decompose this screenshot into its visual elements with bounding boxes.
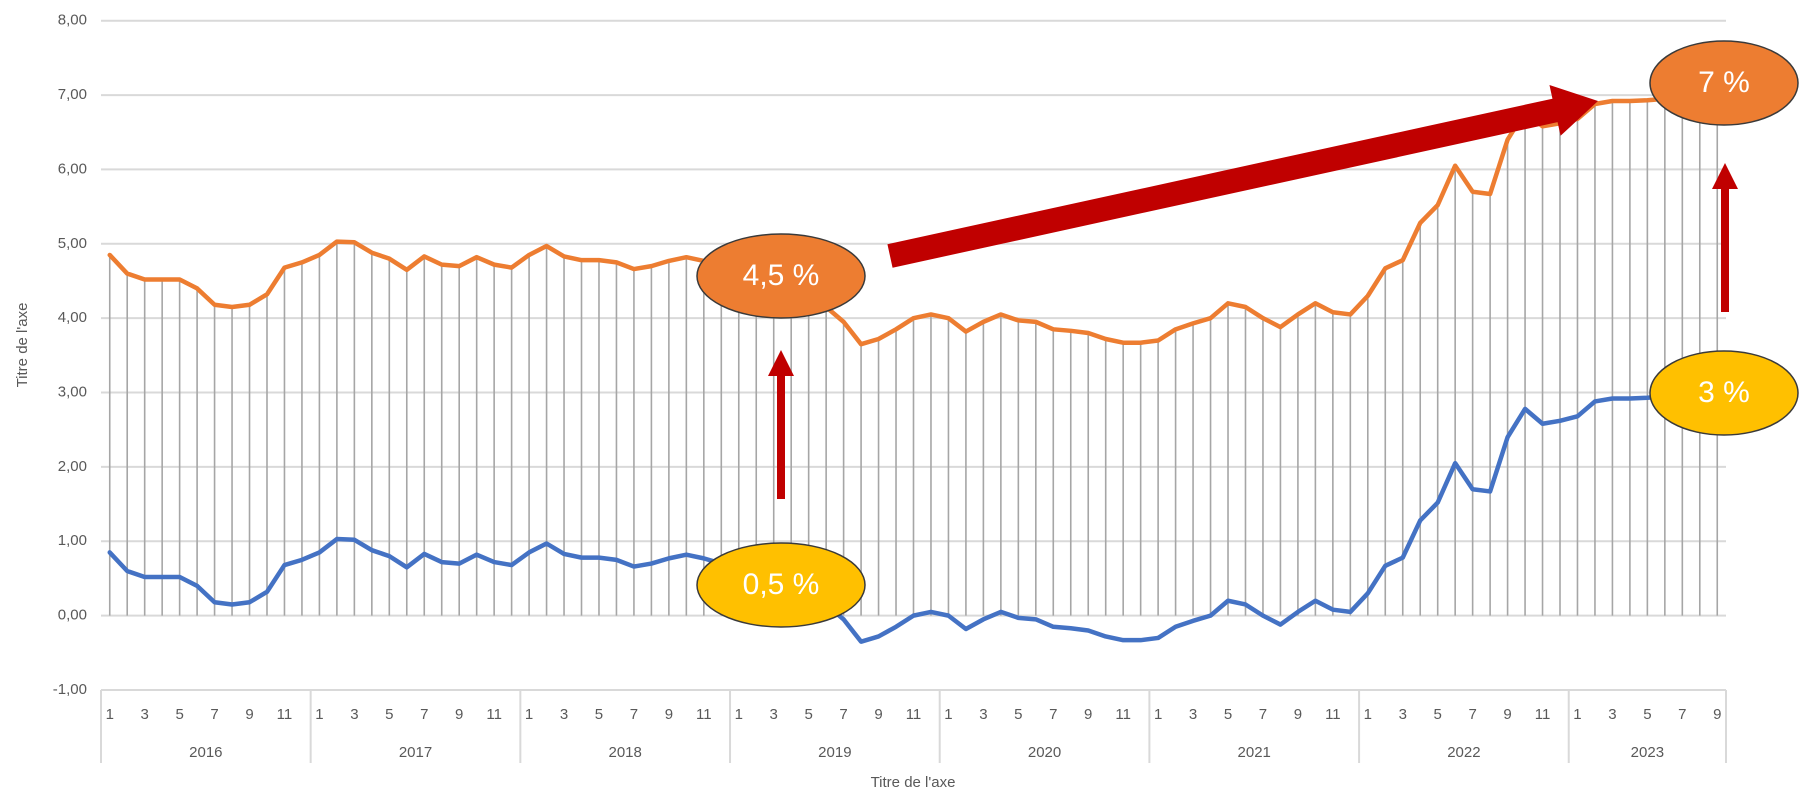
x-tick-label: 1 (315, 706, 323, 723)
annotation-bubble (1649, 40, 1799, 126)
annotation-bubble (696, 233, 866, 319)
x-tick-label: 7 (1049, 706, 1057, 723)
x-tick-label: 11 (1535, 706, 1551, 723)
x-tick-label: 3 (1399, 706, 1407, 723)
series-line (107, 96, 1720, 347)
year-label: 2021 (1238, 744, 1271, 761)
x-tick-label: 9 (1503, 706, 1511, 723)
x-tick-label: 11 (696, 706, 712, 723)
annotation-text: 4,5 % (743, 259, 820, 292)
year-label: 2017 (399, 744, 432, 761)
year-label: 2020 (1028, 744, 1061, 761)
x-tick-label: 3 (560, 706, 568, 723)
x-tick-label: 3 (141, 706, 149, 723)
x-tick-label: 5 (385, 706, 393, 723)
x-tick-label: 9 (1294, 706, 1302, 723)
annotation-bubble (1649, 350, 1799, 436)
x-tick-label: 3 (979, 706, 987, 723)
y-tick-label: -1,00 (53, 681, 87, 698)
x-tick-label: 1 (525, 706, 533, 723)
x-tick-label: 1 (1154, 706, 1162, 723)
arrow (1712, 163, 1738, 312)
year-label: 2022 (1447, 744, 1480, 761)
x-tick-label: 1 (735, 706, 743, 723)
x-tick-label: 9 (455, 706, 463, 723)
x-tick-label: 9 (1084, 706, 1092, 723)
x-tick-label: 3 (350, 706, 358, 723)
x-tick-label: 7 (1259, 706, 1267, 723)
y-tick-label: 2,00 (58, 458, 87, 475)
annotation-bubble (696, 542, 866, 628)
arrow (768, 350, 794, 499)
annotation-text: 7 % (1698, 66, 1750, 99)
y-tick-label: 1,00 (58, 532, 87, 549)
x-tick-label: 11 (277, 706, 293, 723)
x-tick-label: 9 (245, 706, 253, 723)
x-tick-label: 1 (1364, 706, 1372, 723)
x-tick-label: 5 (804, 706, 812, 723)
year-label: 2019 (818, 744, 851, 761)
annotation-text: 0,5 % (743, 568, 820, 601)
x-tick-label: 5 (1224, 706, 1232, 723)
x-tick-label: 5 (175, 706, 183, 723)
y-tick-label: 0,00 (58, 607, 87, 624)
series-line (107, 394, 1720, 644)
x-axis: 1 3 5 7 9 11 1 3 5 7 9 11 1 3 5 7 9 11 1 3 5 7 9 11 1 3 5 7 9 11 1 3 5 7 9… (100, 690, 1727, 763)
y-tick-label: 7,00 (58, 86, 87, 103)
x-tick-label: 1 (944, 706, 952, 723)
x-tick-label: 3 (1189, 706, 1197, 723)
series-lines (107, 96, 1720, 644)
x-tick-label: 5 (1643, 706, 1651, 723)
x-tick-label: 5 (595, 706, 603, 723)
arrow (887, 85, 1598, 268)
year-label: 2016 (189, 744, 222, 761)
x-tick-label: 5 (1434, 706, 1442, 723)
x-tick-label: 1 (106, 706, 114, 723)
x-tick-label: 1 (1573, 706, 1581, 723)
y-tick-label: 3,00 (58, 384, 87, 401)
annotation-text: 3 % (1698, 376, 1750, 409)
x-tick-label: 5 (1014, 706, 1022, 723)
x-tick-label: 11 (486, 706, 502, 723)
x-tick-label: 7 (1678, 706, 1686, 723)
y-tick-label: 4,00 (58, 309, 87, 326)
x-tick-label: 7 (210, 706, 218, 723)
x-tick-label: 9 (665, 706, 673, 723)
y-tick-label: 6,00 (58, 160, 87, 177)
x-tick-label: 9 (1713, 706, 1721, 723)
y-tick-label: 8,00 (58, 12, 87, 29)
x-tick-label: 7 (630, 706, 638, 723)
x-tick-label: 9 (874, 706, 882, 723)
year-label: 2023 (1631, 744, 1664, 761)
year-label: 2018 (609, 744, 642, 761)
x-tick-label: 3 (1608, 706, 1616, 723)
x-tick-label: 11 (1115, 706, 1131, 723)
y-axis-title: Titre de l'axe (14, 303, 31, 388)
x-axis-title: Titre de l'axe (871, 774, 956, 791)
x-tick-label: 11 (906, 706, 922, 723)
y-tick-label: 5,00 (58, 235, 87, 252)
x-tick-label: 11 (1325, 706, 1341, 723)
x-tick-label: 7 (839, 706, 847, 723)
x-tick-label: 3 (770, 706, 778, 723)
x-tick-label: 7 (1468, 706, 1476, 723)
annotations: 4,5 % 0,5 % 7 % 3 % (696, 40, 1799, 628)
x-tick-label: 7 (420, 706, 428, 723)
